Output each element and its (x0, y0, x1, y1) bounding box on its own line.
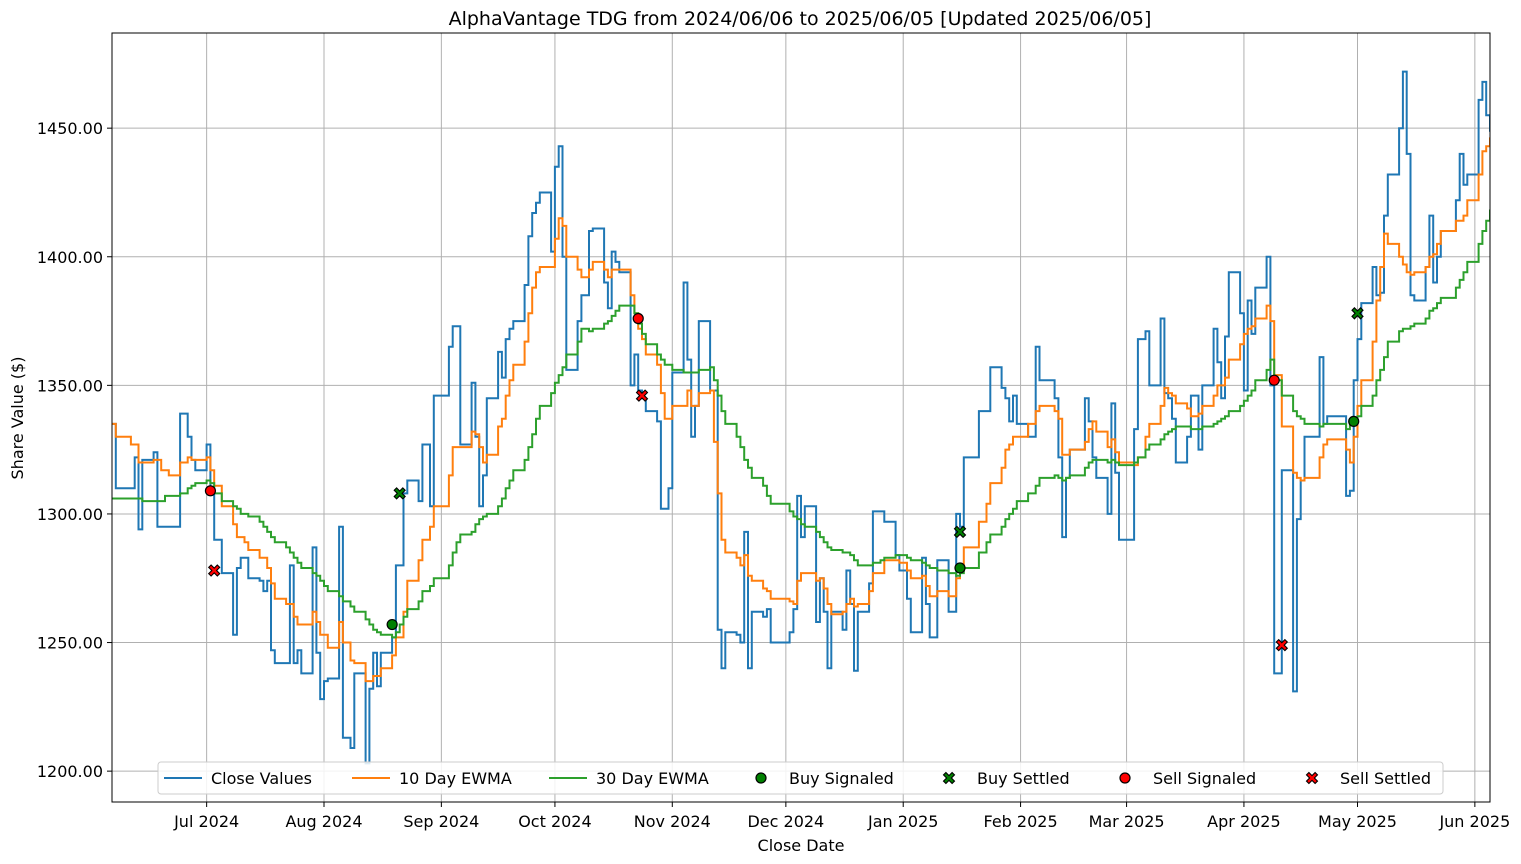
marker-buy-signaled (386, 618, 398, 631)
marker-sell-settled (207, 564, 221, 577)
x-tick-label: Mar 2025 (1089, 812, 1165, 831)
x-tick-label: Sep 2024 (403, 812, 479, 831)
marker-buy-settled (393, 487, 406, 500)
y-tick-label: 1350.00 (37, 376, 103, 395)
x-tick-label: Jun 2025 (1438, 812, 1510, 831)
y-axis-label: Share Value ($) (8, 357, 27, 480)
legend-handle-sell-signaled (1119, 772, 1131, 784)
marker-sell-settled (1275, 638, 1289, 652)
x-tick-label: Jan 2025 (867, 812, 938, 831)
marker-buy-settled (1351, 307, 1364, 320)
signal-markers (204, 307, 1364, 652)
y-tick-label: 1200.00 (37, 762, 103, 781)
plot-frame (111, 32, 1491, 803)
legend-label-30-day-ewma: 30 Day EWMA (596, 769, 709, 788)
axis-ticks: Jul 2024 Aug 2024 Sep 2024 Oct 2024 Nov 2024… (37, 119, 1510, 831)
marker-buy-signaled (954, 562, 966, 574)
marker-sell-settled (635, 389, 649, 402)
marker-sell-signaled (632, 312, 644, 325)
legend-label-buy-settled: Buy Settled (977, 769, 1070, 788)
y-tick-label: 1400.00 (37, 248, 103, 267)
marker-sell-signaled (204, 485, 217, 497)
legend-label-sell-signaled: Sell Signaled (1153, 769, 1256, 788)
x-tick-label: Oct 2024 (518, 812, 591, 831)
legend-handle-buy-settled (942, 771, 956, 785)
marker-sell-signaled (1268, 374, 1280, 386)
x-tick-label: Aug 2024 (285, 812, 362, 831)
y-tick-label: 1300.00 (37, 505, 103, 524)
x-tick-label: Nov 2024 (634, 812, 711, 831)
legend-label-buy-signaled: Buy Signaled (789, 769, 894, 788)
x-axis-label: Close Date (758, 836, 845, 855)
legend-label-10-day-ewma: 10 Day EWMA (399, 769, 512, 788)
x-tick-label: May 2025 (1318, 812, 1397, 831)
legend-box (157, 761, 1444, 795)
x-tick-label: Dec 2024 (747, 812, 824, 831)
legend-handle-buy-signaled (755, 772, 767, 784)
marker-buy-signaled (1348, 415, 1360, 427)
series-30-day-ewma (112, 209, 1490, 639)
y-tick-label: 1450.00 (37, 119, 103, 138)
x-tick-label: Apr 2025 (1207, 812, 1280, 831)
y-tick-label: 1250.00 (37, 634, 103, 653)
x-tick-label: Jul 2024 (173, 812, 239, 831)
legend-label-sell-settled: Sell Settled (1340, 769, 1431, 788)
legend-label-close-values: Close Values (211, 769, 312, 788)
x-tick-label: Feb 2025 (984, 812, 1058, 831)
chart-title: AlphaVantage TDG from 2024/06/06 to 2025… (449, 8, 1152, 30)
legend-handle-sell-settled (1305, 771, 1319, 785)
marker-buy-settled (953, 525, 967, 539)
legend: Close Values 10 Day EWMA 30 Day EWMA Buy Si… (157, 761, 1444, 795)
